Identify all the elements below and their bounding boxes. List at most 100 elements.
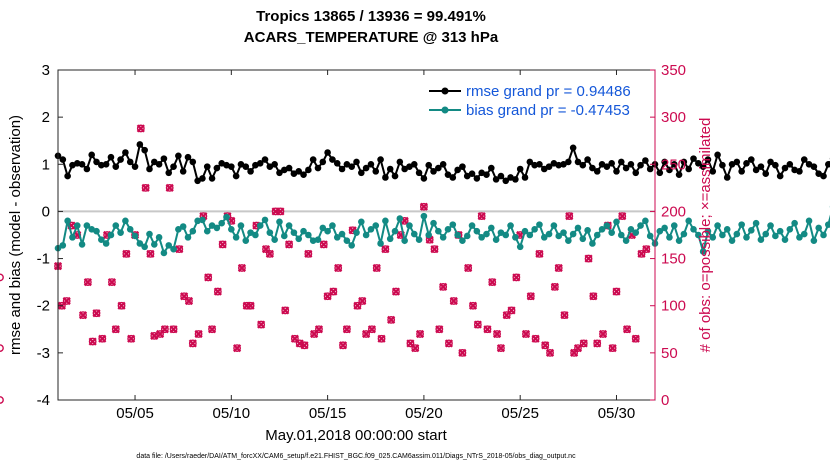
rmse-point — [131, 163, 139, 170]
obs-possible-point — [92, 309, 101, 318]
rmse-point — [285, 164, 293, 172]
obs-assimilated-point — [444, 339, 454, 348]
obs-possible-point — [593, 339, 602, 348]
bias-point — [670, 222, 678, 229]
bias-point — [396, 215, 404, 222]
bias-point — [516, 243, 524, 251]
bias-point — [536, 221, 543, 228]
bias-point — [642, 217, 649, 225]
obs-possible-point — [381, 245, 390, 254]
bias-point — [59, 242, 67, 249]
bias-point — [675, 237, 683, 244]
obs-possible-point — [469, 301, 477, 310]
obs-possible-point — [281, 306, 290, 315]
obs-possible-point — [208, 325, 216, 334]
bias-point — [223, 213, 230, 221]
bias-point — [810, 237, 818, 244]
y-tick-label: 0 — [42, 203, 50, 220]
obs-possible-point — [194, 330, 203, 338]
bias-point — [521, 227, 529, 235]
rmse-point — [502, 177, 510, 185]
obs-possible-point — [570, 348, 579, 357]
rmse-point — [680, 158, 688, 166]
rmse-point — [642, 157, 649, 164]
obs-assimilated-point — [493, 329, 502, 339]
bias-point — [179, 223, 187, 230]
obs-assimilated-point — [545, 348, 555, 357]
obs-assimilated-point — [165, 183, 174, 192]
rmse-point — [685, 165, 693, 173]
bias-point — [473, 227, 481, 235]
bias-point — [358, 218, 365, 226]
rmse-point — [781, 164, 789, 172]
bias-point — [329, 222, 336, 229]
bias-point — [449, 221, 457, 228]
obs-possible-point — [560, 311, 569, 320]
y2-tick-label: 150 — [661, 251, 686, 268]
rmse-point — [305, 166, 312, 174]
obs-assimilated-point — [342, 325, 351, 334]
obs-assimilated-point — [449, 296, 458, 306]
rmse-point — [261, 156, 269, 163]
bias-point — [483, 230, 490, 238]
rmse-point — [78, 160, 86, 168]
rmse-point — [141, 146, 148, 154]
bias-point — [747, 226, 755, 234]
obs-possible-point — [122, 249, 131, 258]
obs-possible-point — [574, 344, 582, 353]
obs-assimilated-point — [612, 287, 621, 296]
bias-point — [155, 234, 163, 241]
rmse-point — [459, 163, 466, 170]
obs-assimilated-point — [507, 306, 516, 315]
bias-point — [815, 224, 822, 232]
rmse-point — [584, 156, 591, 163]
obs-possible-point — [304, 249, 313, 258]
y-axis-label: rmse and bias (model - observation) — [7, 115, 24, 355]
obs-assimilated-point — [496, 344, 506, 353]
bias-point — [112, 222, 120, 229]
bias-point — [574, 224, 582, 232]
bias-point — [170, 245, 177, 253]
bias-point — [579, 235, 587, 243]
obs-possible-point — [435, 325, 444, 334]
bias-point — [459, 237, 466, 244]
obs-assimilated-point — [608, 344, 617, 353]
y-tick-label: -1 — [37, 251, 50, 268]
bias-point — [401, 237, 408, 244]
rmse-point — [203, 163, 211, 170]
bias-point — [622, 237, 630, 244]
bias-point — [218, 219, 225, 227]
obs-possible-point — [0, 273, 4, 282]
bias-point — [767, 222, 774, 229]
obs-possible-point — [507, 306, 516, 315]
obs-possible-point — [315, 325, 323, 334]
rmse-point — [247, 168, 254, 175]
rmse-point — [738, 168, 745, 175]
bias-point — [627, 226, 635, 233]
obs-assimilated-point — [477, 212, 486, 221]
obs-assimilated-point — [314, 325, 324, 334]
obs-assimilated-point — [62, 296, 71, 306]
obs-possible-point — [589, 292, 598, 301]
bias-point — [685, 217, 693, 225]
obs-assimilated-point — [207, 325, 217, 334]
rmse-point — [362, 164, 370, 172]
rmse-point — [213, 164, 221, 172]
rmse-point — [512, 176, 519, 183]
rmse-point — [690, 155, 697, 162]
y2-tick-label: 200 — [661, 203, 686, 220]
obs-possible-point — [257, 320, 266, 329]
bias-point — [160, 249, 168, 257]
bias-point — [290, 229, 298, 236]
bias-point — [646, 232, 654, 240]
obs-assimilated-point — [631, 334, 640, 343]
obs-assimilated-point — [589, 292, 598, 301]
rmse-point — [300, 171, 307, 178]
rmse-point — [271, 160, 278, 168]
bias-point — [136, 240, 144, 247]
obs-assimilated-point — [411, 344, 420, 353]
obs-possible-point — [276, 207, 285, 216]
bias-point — [295, 235, 303, 243]
obs-possible-point — [502, 311, 511, 320]
rmse-point — [488, 164, 495, 172]
